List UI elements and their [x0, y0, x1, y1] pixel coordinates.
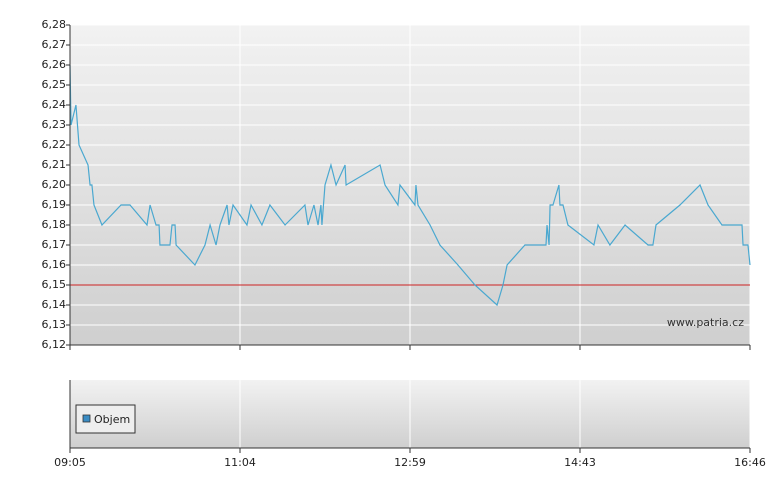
y-tick-label: 6,28: [42, 18, 67, 31]
y-tick-label: 6,22: [42, 138, 67, 151]
y-tick-label: 6,17: [42, 238, 67, 251]
x-tick-label: 09:05: [54, 456, 86, 469]
y-tick-label: 6,16: [42, 258, 67, 271]
y-tick-label: 6,12: [42, 338, 67, 351]
y-tick-label: 6,20: [42, 178, 67, 191]
y-tick-label: 6,19: [42, 198, 67, 211]
legend-swatch: [82, 414, 91, 423]
y-tick-label: 6,21: [42, 158, 67, 171]
y-tick-label: 6,26: [42, 58, 67, 71]
y-tick-label: 6,15: [42, 278, 67, 291]
y-tick-label: 6,13: [42, 318, 67, 331]
y-tick-label: 6,25: [42, 78, 67, 91]
watermark: www.patria.cz: [667, 316, 744, 329]
y-tick-label: 6,27: [42, 38, 67, 51]
y-tick-label: 6,14: [42, 298, 67, 311]
x-tick-label: 12:59: [394, 456, 426, 469]
x-tick-label: 16:46: [734, 456, 766, 469]
y-tick-label: 6,18: [42, 218, 67, 231]
x-tick-label: 11:04: [224, 456, 256, 469]
y-tick-label: 6,24: [42, 98, 67, 111]
price-line: [69, 64, 751, 307]
y-tick-label: 6,23: [42, 118, 67, 131]
x-tick-label: 14:43: [564, 456, 596, 469]
legend-label: Objem: [94, 413, 130, 426]
